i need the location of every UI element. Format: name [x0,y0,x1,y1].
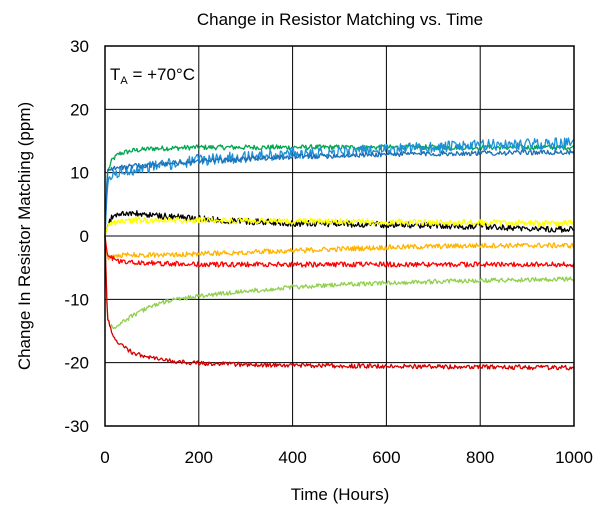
series-line [104,149,575,237]
chart-title: Change in Resistor Matching vs. Time [197,10,483,29]
x-axis-label: Time (Hours) [291,485,390,504]
series-line [104,216,575,237]
y-tick-label: -30 [64,417,89,436]
y-axis-label: Change In Resistor Matching (ppm) [15,102,34,370]
x-tick-labels: 0 200 400 600 800 1000 [100,448,593,467]
y-tick-label: -10 [64,290,89,309]
annotation-rest: = +70°C [128,65,195,84]
series-group [104,137,575,371]
y-tick-label: 10 [70,164,89,183]
x-tick-label: 0 [100,448,109,467]
x-tick-label: 200 [185,448,213,467]
x-tick-label: 600 [372,448,400,467]
y-tick-labels: 30 20 10 0 -10 -20 -30 [64,37,89,436]
y-tick-label: 0 [80,227,89,246]
x-tick-label: 800 [466,448,494,467]
grid [105,46,574,426]
series-line [104,210,575,237]
annotation-sub: A [120,75,128,87]
series-line [104,235,575,268]
series-line [104,235,575,261]
plot-frame [104,45,575,427]
y-tick-label: 30 [70,37,89,56]
x-tick-label: 1000 [555,448,593,467]
y-tick-label: -20 [64,354,89,373]
annotation-base: T [110,65,120,84]
series-line [104,235,575,330]
series-line [104,235,575,371]
annotation: TA = +70°C [110,65,195,87]
y-tick-label: 20 [70,100,89,119]
x-tick-label: 400 [278,448,306,467]
